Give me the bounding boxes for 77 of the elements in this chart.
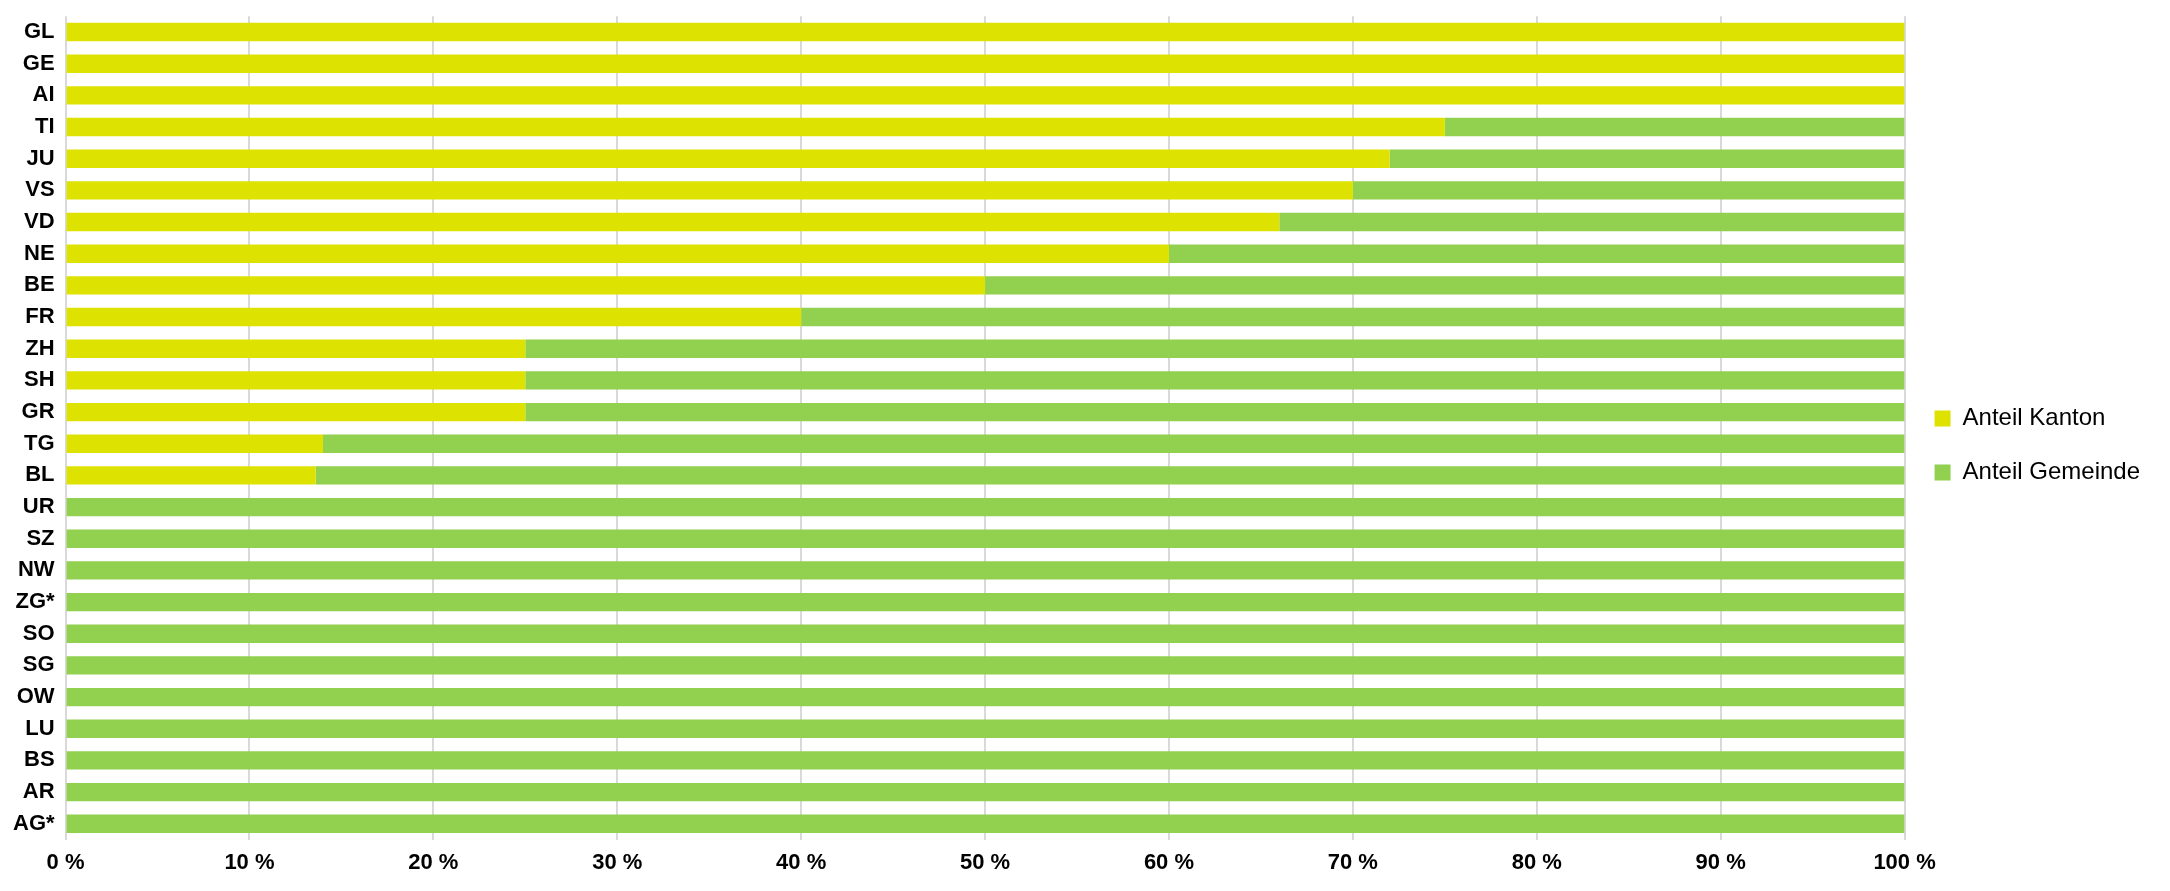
y-tick-label: NE bbox=[24, 239, 55, 265]
bar bbox=[801, 307, 1905, 327]
y-tick-label: NW bbox=[17, 556, 55, 582]
bar bbox=[66, 592, 1905, 612]
y-tick-label: AR bbox=[22, 778, 55, 804]
y-tick-label: BS bbox=[24, 746, 55, 772]
bar bbox=[525, 402, 1905, 422]
y-tick-label: GE bbox=[22, 49, 55, 75]
bar bbox=[66, 117, 1445, 137]
bar bbox=[66, 687, 1905, 707]
y-tick-label: TI bbox=[35, 113, 55, 139]
bar bbox=[66, 307, 802, 327]
y-tick-label: GL bbox=[24, 18, 55, 44]
y-tick-label: JU bbox=[26, 144, 55, 170]
y-tick-label: ZH bbox=[25, 334, 55, 360]
y-tick-label: BE bbox=[24, 271, 55, 297]
y-tick-label: VS bbox=[25, 176, 55, 202]
bar bbox=[1444, 117, 1905, 137]
y-tick-label: VD bbox=[24, 208, 55, 234]
x-tick-label: 80 % bbox=[1511, 848, 1562, 874]
bar bbox=[66, 656, 1905, 675]
bar bbox=[525, 339, 1905, 358]
bar bbox=[66, 751, 1905, 770]
bar bbox=[66, 339, 526, 358]
bar bbox=[66, 86, 1905, 105]
bar bbox=[66, 22, 1905, 42]
bar bbox=[66, 434, 324, 453]
y-tick-label: LU bbox=[25, 714, 55, 740]
y-tick-label: SG bbox=[22, 651, 55, 677]
bar bbox=[1389, 149, 1905, 168]
bar bbox=[1168, 244, 1905, 263]
legend-label: Anteil Gemeinde bbox=[1962, 457, 2140, 485]
x-tick-label: 40 % bbox=[776, 848, 827, 874]
x-tick-label: 70 % bbox=[1327, 848, 1378, 874]
bar bbox=[1352, 181, 1905, 200]
y-tick-label: SH bbox=[24, 366, 55, 392]
x-tick-label: 100 % bbox=[1873, 848, 1936, 874]
x-tick-label: 90 % bbox=[1695, 848, 1746, 874]
legend-label: Anteil Kanton bbox=[1962, 403, 2106, 431]
bar bbox=[66, 402, 526, 422]
y-tick-label: OW bbox=[16, 683, 55, 709]
bar bbox=[66, 149, 1390, 168]
bar bbox=[66, 529, 1905, 548]
bar bbox=[66, 371, 526, 390]
y-tick-label: SO bbox=[22, 619, 55, 645]
x-tick-label: 50 % bbox=[959, 848, 1011, 874]
x-tick-label: 10 % bbox=[224, 848, 275, 874]
bar bbox=[66, 276, 986, 295]
bar bbox=[315, 466, 1905, 485]
y-tick-label: AG* bbox=[13, 809, 55, 835]
x-tick-label: 60 % bbox=[1143, 848, 1195, 874]
y-tick-label: GR bbox=[21, 398, 55, 424]
bar bbox=[66, 466, 316, 485]
bar bbox=[66, 814, 1905, 833]
y-tick-label: ZG* bbox=[15, 588, 55, 614]
y-tick-label: SZ bbox=[26, 524, 55, 550]
y-tick-label: AI bbox=[32, 81, 55, 107]
bar bbox=[323, 434, 1905, 453]
x-tick-label: 20 % bbox=[408, 848, 459, 874]
bar bbox=[66, 212, 1280, 232]
bar bbox=[66, 624, 1905, 643]
bar bbox=[66, 782, 1905, 802]
bar bbox=[985, 276, 1905, 295]
bar bbox=[66, 719, 1905, 738]
y-tick-label: UR bbox=[22, 493, 55, 519]
bar bbox=[525, 371, 1905, 390]
x-tick-label: 30 % bbox=[592, 848, 643, 874]
bar bbox=[66, 244, 1169, 263]
bar bbox=[66, 561, 1905, 580]
y-tick-label: TG bbox=[24, 429, 55, 455]
bar bbox=[66, 54, 1905, 73]
y-tick-label: BL bbox=[25, 461, 55, 487]
bar bbox=[66, 181, 1353, 200]
bar bbox=[66, 497, 1905, 517]
x-tick-label: 0 % bbox=[46, 848, 85, 874]
bar bbox=[1279, 212, 1905, 232]
y-tick-label: FR bbox=[25, 303, 55, 329]
